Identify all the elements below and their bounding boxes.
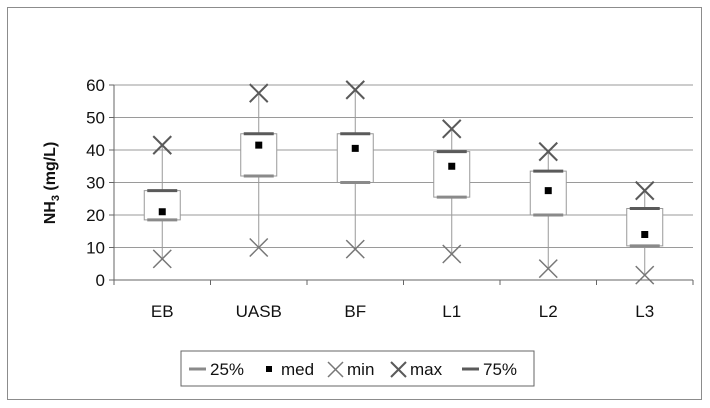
y-axis-label: NH3 (mg/L) <box>42 142 62 225</box>
box-group-l1 <box>433 119 471 264</box>
gridlines <box>109 84 693 281</box>
iqr-box <box>433 151 471 198</box>
x-tick-label: L3 <box>635 302 654 321</box>
legend-label-25: 25% <box>210 360 244 379</box>
y-tick-label: 10 <box>86 239 105 258</box>
median-point <box>641 231 649 238</box>
min-point <box>345 239 365 259</box>
min-point <box>249 237 269 258</box>
max-point <box>345 80 365 100</box>
box-group-bf <box>336 80 374 259</box>
median-point <box>544 187 552 195</box>
x-tick-label: L2 <box>539 302 558 321</box>
x-tick-labels: EB UASB BF L1 L2 L3 <box>113 280 694 321</box>
max-point <box>442 119 462 139</box>
box-group-eb <box>143 135 181 269</box>
max-point <box>152 135 172 155</box>
y-axis-label-unit: (mg/L) <box>42 142 59 195</box>
chart-frame <box>7 7 702 400</box>
max-point <box>249 83 269 103</box>
legend-label-med: med <box>281 360 314 379</box>
x-tick-label: UASB <box>236 302 282 321</box>
legend-symbol-med <box>266 366 272 372</box>
legend-label-75: 75% <box>483 360 517 379</box>
min-point <box>538 259 558 279</box>
legend-label-min: min <box>347 360 374 379</box>
min-point <box>152 249 172 269</box>
y-tick-label: 20 <box>86 206 105 225</box>
min-point <box>442 244 462 264</box>
median-point <box>448 162 456 170</box>
box-marks <box>143 80 664 285</box>
min-point <box>635 265 655 285</box>
y-axis-label-main: NH <box>42 201 59 224</box>
y-tick-label: 40 <box>86 141 105 160</box>
y-tick-label: 50 <box>86 109 105 128</box>
y-axis-label-subscript: 3 <box>50 195 62 201</box>
y-tick-label: 30 <box>86 174 105 193</box>
legend-label-max: max <box>410 360 443 379</box>
box-group-l3 <box>626 180 664 285</box>
legend: 25% med min max 75% <box>180 350 535 387</box>
y-tick-label: 60 <box>86 76 105 95</box>
median-point <box>351 144 359 152</box>
legend-symbol-min <box>327 361 344 378</box>
median-point <box>158 208 166 216</box>
box-group-uasb <box>240 83 278 258</box>
x-tick-label: EB <box>151 302 174 321</box>
max-point <box>635 180 655 201</box>
y-tick-labels: 0 10 20 30 40 50 60 <box>86 76 105 290</box>
iqr-box <box>626 208 664 247</box>
iqr-box <box>240 133 278 177</box>
x-tick-label: BF <box>344 302 366 321</box>
iqr-box <box>336 133 374 183</box>
box-group-l2 <box>529 141 567 279</box>
median-point <box>255 141 263 149</box>
iqr-box <box>143 190 181 221</box>
max-point <box>538 141 558 162</box>
x-tick-label: L1 <box>442 302 461 321</box>
legend-symbol-max <box>390 361 407 378</box>
y-tick-label: 0 <box>96 271 105 290</box>
